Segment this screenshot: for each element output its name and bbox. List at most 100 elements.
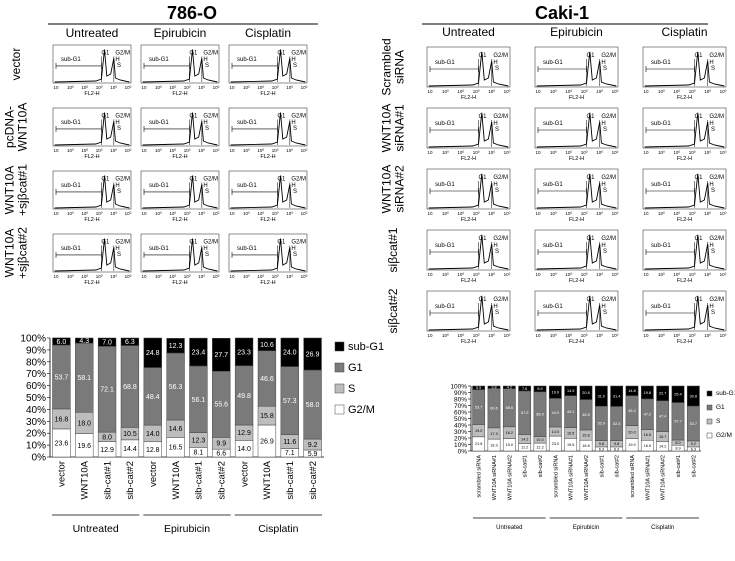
data-label: 19.0 <box>628 443 635 447</box>
histogram-tick-label: 10⁰ <box>658 211 665 216</box>
histogram-tick-label: 10⁰ <box>504 89 511 94</box>
histogram-frame <box>228 170 308 210</box>
histogram-frame <box>52 107 132 147</box>
histogram-trace <box>54 175 130 209</box>
data-label: 7.1 <box>285 450 295 457</box>
histogram-tick-label: 10⁰ <box>184 211 191 216</box>
label-sub-g1: sub-G1 <box>651 182 671 188</box>
bar-segment <box>564 385 578 396</box>
label-g1: G1 <box>478 53 487 59</box>
histogram-tick-label: 10⁰ <box>565 272 572 277</box>
label-h: H <box>709 121 713 127</box>
label-g1: G1 <box>101 240 110 246</box>
legend-label: S <box>348 383 355 395</box>
data-label: 16.6 <box>582 444 589 448</box>
data-label: 15.8 <box>582 433 589 437</box>
data-label: 11.6 <box>283 439 296 446</box>
histogram-tick-label: 10⁰ <box>125 274 132 279</box>
label-g1: G1 <box>478 175 487 181</box>
label-sub-g1: sub-G1 <box>651 243 671 249</box>
histogram-tick-label: 10⁰ <box>689 211 696 216</box>
histogram-trace <box>428 173 509 209</box>
histogram-tick-label: 10⁰ <box>155 148 162 153</box>
histogram-tick-label: 10 <box>53 148 59 153</box>
histogram-xaxis-label: FL2-H <box>569 217 584 223</box>
data-label: 16.5 <box>644 444 651 448</box>
left-row-label: WNT10A+sjβcat#2 <box>3 227 30 279</box>
right-row-label-line: siRNA#2 <box>393 165 407 213</box>
histogram-trace <box>536 173 617 209</box>
legend-swatch <box>334 383 345 394</box>
histogram-tick-label: 10⁰ <box>243 85 250 90</box>
histogram-tick-label: 10⁰ <box>442 211 449 216</box>
y-tick-label: 100% <box>20 334 46 345</box>
histogram-trace <box>644 173 725 209</box>
histogram-tick-label: 10 <box>427 89 433 94</box>
histogram-tick-label: 10⁰ <box>596 89 603 94</box>
data-label: 15.8 <box>260 413 274 420</box>
histogram-tick-label: 10⁰ <box>184 274 191 279</box>
data-label: 3.8 <box>491 386 496 390</box>
bar-segment <box>212 337 231 372</box>
right-row-label-line: WNT10A <box>380 165 394 214</box>
histogram-tick-label: 10⁰ <box>504 272 511 277</box>
histogram-xaxis-label: FL2-H <box>172 91 187 97</box>
group-label: Untreated <box>73 523 119 535</box>
left-row-label-line: +sjβcat#1 <box>16 164 30 216</box>
data-label: 10.5 <box>123 431 137 438</box>
label-s: S <box>117 126 121 132</box>
data-label: 6.3 <box>599 447 604 451</box>
histogram-tick-label: 10⁰ <box>704 211 711 216</box>
histogram-tick-label: 10⁰ <box>596 150 603 155</box>
histogram-tick-label: 10⁰ <box>442 89 449 94</box>
bar-segment <box>189 337 208 367</box>
left-row-label: WNT10A+sjβcat#1 <box>3 164 30 216</box>
label-h: H <box>709 243 713 249</box>
histogram-trace <box>54 112 130 146</box>
data-label: 18.2 <box>506 431 513 435</box>
histogram-frame <box>642 168 727 210</box>
histogram-tick-label: 10 <box>535 272 541 277</box>
histogram-tick-label: 10⁰ <box>673 150 680 155</box>
x-tick-label: WNT10A <box>80 460 91 499</box>
x-tick-label: sib-cat#1 <box>194 461 205 500</box>
bar-segment <box>656 385 670 402</box>
label-sub-g1: sub-G1 <box>237 120 257 126</box>
bar-segment <box>97 337 117 347</box>
histogram-tick-label: 10⁰ <box>720 150 727 155</box>
histogram-frame <box>228 233 308 273</box>
label-s: S <box>293 126 297 132</box>
histogram-tick-label: 10⁰ <box>689 150 696 155</box>
legend-label: G1 <box>348 362 363 374</box>
histogram-tick-label: 10⁰ <box>301 211 308 216</box>
label-h: H <box>601 182 605 188</box>
histogram-trace <box>428 234 509 270</box>
data-label: 14.0 <box>237 446 251 453</box>
label-sub-g1: sub-G1 <box>149 183 169 189</box>
histogram-tick-label: 10⁰ <box>550 272 557 277</box>
histogram-tick-label: 10⁰ <box>488 89 495 94</box>
y-tick-label: 100% <box>450 383 467 390</box>
histogram-tick-label: 10⁰ <box>67 85 74 90</box>
label-sub-g1: sub-G1 <box>435 304 455 310</box>
histogram-tick-label: 10⁰ <box>720 89 727 94</box>
label-g1: G1 <box>586 297 595 303</box>
label-sub-g1: sub-G1 <box>543 304 563 310</box>
label-h: H <box>291 246 295 252</box>
legend-label: sub-G1 <box>716 390 735 397</box>
label-g1: G1 <box>694 53 703 59</box>
data-label: 72.1 <box>100 387 114 394</box>
histogram-tick-label: 10⁰ <box>169 274 176 279</box>
histogram-frame <box>534 229 619 271</box>
histogram-tick-label: 10⁰ <box>612 211 619 216</box>
right-panel-title: Caki-1 <box>535 3 589 23</box>
label-h: H <box>493 121 497 127</box>
legend-label: sub-G1 <box>348 341 384 353</box>
label-g1: G1 <box>189 51 198 57</box>
label-sub-g1: sub-G1 <box>61 57 81 63</box>
histogram-tick-label: 10 <box>427 333 433 338</box>
data-label: 6.0 <box>57 339 67 346</box>
histogram-xaxis-label: FL2-H <box>461 95 476 101</box>
data-label: 18.3 <box>490 443 497 447</box>
